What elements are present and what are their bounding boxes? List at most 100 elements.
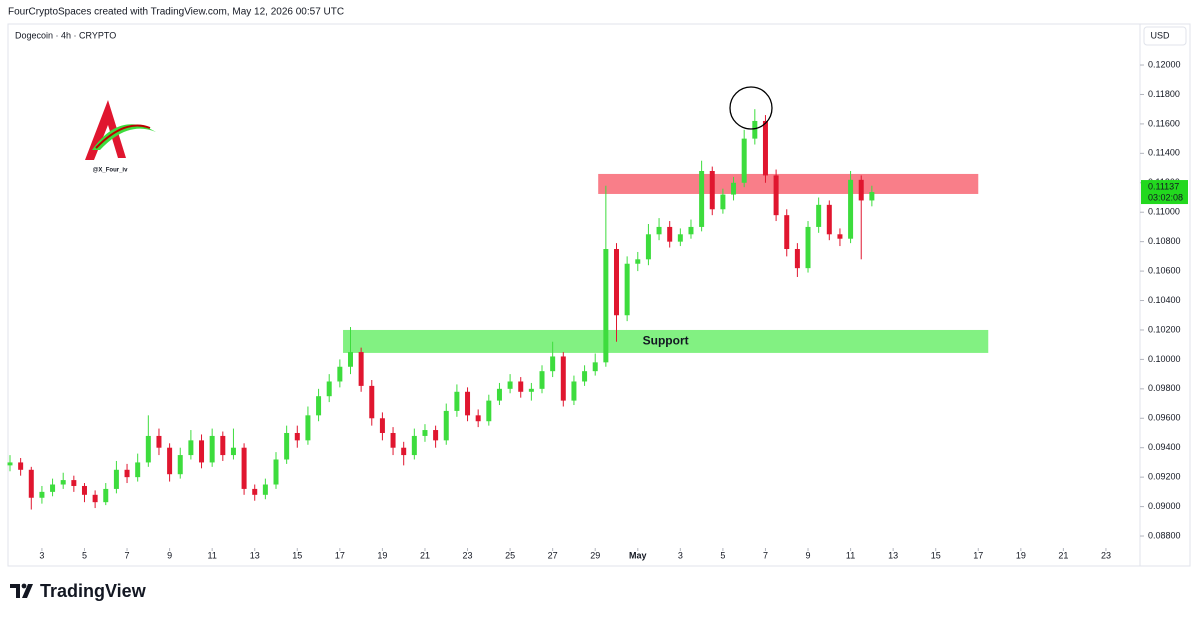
candle-body [220, 435, 226, 456]
candle-body [7, 462, 13, 466]
candle-body [241, 447, 247, 489]
candle-body [252, 488, 258, 495]
candle-body [475, 415, 481, 422]
candle-body [667, 226, 673, 242]
candle-body [124, 469, 130, 478]
candle-body [869, 192, 875, 201]
x-tick-label: 7 [125, 550, 130, 560]
candle-body [762, 120, 768, 176]
candle-body [390, 432, 396, 448]
x-tick-label: 25 [505, 550, 515, 560]
candle-body [60, 480, 66, 485]
candle-body [645, 234, 651, 260]
candle-body [603, 249, 609, 363]
x-tick-label: 23 [463, 550, 473, 560]
y-tick-label: 0.10400 [1148, 295, 1181, 305]
candle-body [731, 182, 737, 195]
y-tick-label: 0.09200 [1148, 472, 1181, 482]
x-tick-label: 27 [548, 550, 558, 560]
candle-body [401, 447, 407, 456]
candle-body [156, 435, 162, 448]
y-tick-label: 0.11800 [1148, 89, 1180, 99]
candle-body [465, 391, 471, 416]
candle-body [656, 226, 662, 235]
candle-body [422, 430, 428, 436]
candle-body [411, 435, 417, 456]
x-tick-label: 11 [207, 550, 216, 560]
candle-body [347, 352, 353, 367]
candle-body [624, 263, 630, 316]
plot: 0.08800 0.09000 0.09200 0.09400 0.09600 0.098… [7, 59, 1181, 560]
candle-body [454, 391, 460, 411]
candle-body [709, 171, 715, 210]
candle-body [773, 175, 779, 216]
candle-body [135, 462, 141, 478]
x-tick-label: 17 [335, 550, 345, 560]
candle-body [337, 366, 343, 382]
candle-body [677, 234, 683, 242]
brand: TradingView [40, 581, 147, 601]
x-tick-label: 21 [1058, 550, 1068, 560]
x-tick-label: 13 [250, 550, 260, 560]
x-tick-label: 19 [1016, 550, 1026, 560]
highlight-circle [729, 86, 773, 130]
candle-body [145, 435, 151, 463]
x-tick-label: 15 [292, 550, 302, 560]
x-tick-label: 23 [1101, 550, 1111, 560]
candle-body [720, 194, 726, 210]
candle-body [379, 418, 385, 433]
candle-body [113, 469, 119, 489]
candle-body [188, 440, 194, 456]
logo [85, 100, 156, 160]
x-tick-label: 7 [763, 550, 768, 560]
y-tick-label: 0.10200 [1148, 324, 1181, 334]
candle-body [550, 356, 556, 372]
symbol: Dogecoin · 4h · CRYPTO [15, 30, 116, 40]
currency: USD [1150, 30, 1170, 40]
x-tick-label: 29 [590, 550, 600, 560]
candle-body [613, 249, 619, 316]
candle-body [92, 494, 98, 503]
candle-body [230, 447, 236, 456]
candle-body [358, 352, 364, 386]
x-tick-label: 11 [846, 550, 855, 560]
candle-body [635, 259, 641, 264]
candle-body [209, 435, 215, 463]
candle-body [805, 226, 811, 269]
candle-body [848, 179, 854, 239]
candle-body [199, 440, 205, 463]
resistance-zone [598, 173, 979, 194]
x-tick-label: 13 [888, 550, 898, 560]
candle-body [571, 381, 577, 401]
last-price-tag [1141, 180, 1188, 205]
x-tick-label: 5 [720, 550, 725, 560]
candle-body [316, 396, 322, 416]
support-zone-label: Support [643, 334, 689, 348]
support-zone [343, 329, 989, 353]
x-tick-label: 5 [82, 550, 87, 560]
countdown: 03:02:08 [1148, 192, 1183, 202]
y-tick-label: 0.09000 [1148, 501, 1181, 511]
credit: FourCryptoSpaces created with TradingVie… [8, 7, 344, 18]
candle-body [752, 120, 758, 139]
x-tick-label: May [629, 550, 647, 560]
candle-body [81, 485, 87, 495]
candle-body [71, 480, 77, 486]
y-tick-label: 0.08800 [1148, 530, 1181, 540]
candle-body [103, 488, 109, 503]
y-tick-label: 0.10800 [1148, 236, 1181, 246]
x-tick-label: 15 [931, 550, 941, 560]
candle-body [18, 462, 24, 470]
frame [7, 23, 1191, 567]
candle-body [28, 469, 34, 498]
candle-body [560, 356, 566, 401]
y-tick-label: 0.11400 [1148, 148, 1180, 158]
candle-body [688, 226, 694, 235]
candle-body [592, 362, 598, 372]
candle-body [507, 381, 513, 389]
candle-body [837, 234, 843, 239]
candle-body [858, 179, 864, 201]
x-tick-label: 17 [973, 550, 983, 560]
candle-body [177, 455, 183, 475]
candle-body [784, 215, 790, 250]
